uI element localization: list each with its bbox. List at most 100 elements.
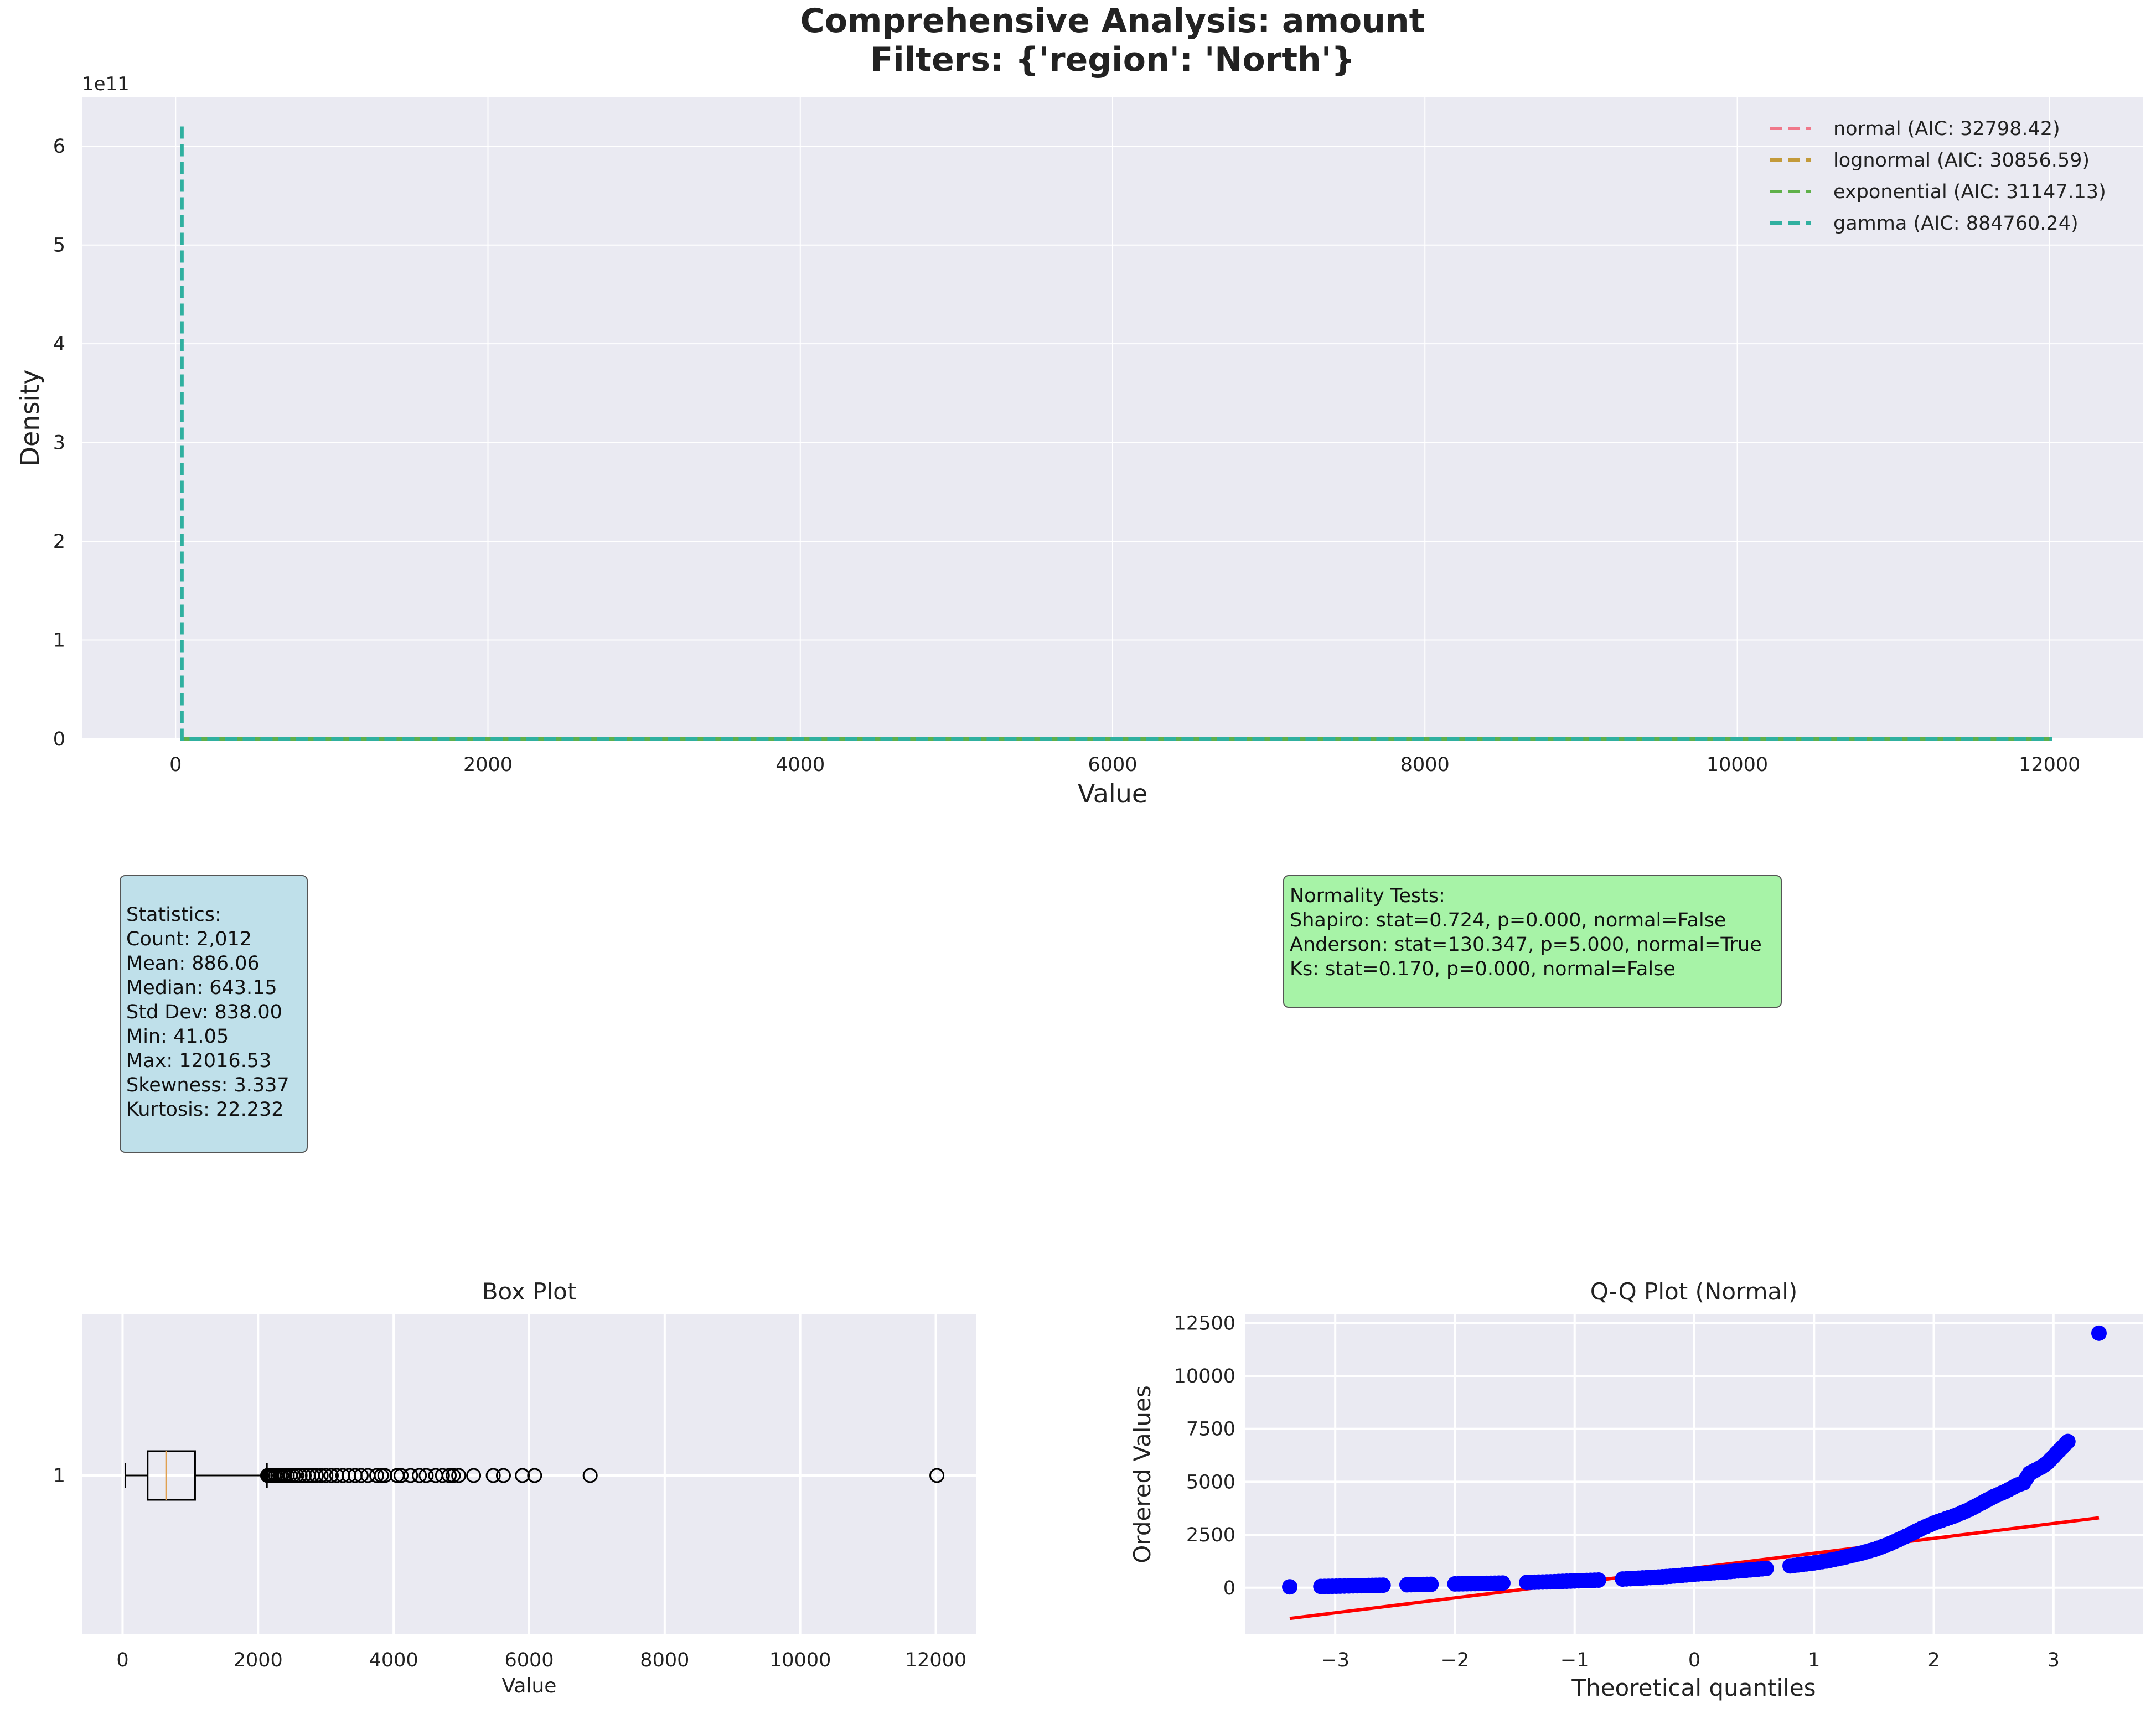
- qq-plot-points: [1282, 1325, 2107, 1595]
- box-iqr-rect: [147, 1450, 196, 1501]
- qq-plot-title: Q-Q Plot (Normal): [1590, 1278, 1798, 1305]
- box-outlier-point: [318, 1468, 334, 1483]
- box-outlier-point: [527, 1468, 542, 1483]
- box-outlier-point: [485, 1468, 501, 1483]
- box-outlier-point: [394, 1468, 409, 1483]
- box-outlier-point: [369, 1468, 385, 1483]
- box-outlier-point: [309, 1468, 324, 1483]
- distribution-x-tick-label: 2000: [463, 754, 513, 776]
- distribution-fit-lines: [180, 126, 2052, 741]
- figure-title: Comprehensive Analysis: amount Filters: {…: [800, 2, 1425, 79]
- qq-plot-panel: Q-Q Plot (Normal) −3 −2 −1 0 1 2 3 0 2500 5000 750…: [1129, 1278, 2143, 1701]
- distribution-x-tick-label: 4000: [775, 754, 825, 776]
- qq-plot-tick-labels: −3 −2 −1 0 1 2 3 0 2500 5000 7500 10000 12500: [1174, 1312, 2060, 1671]
- legend-entry-label: lognormal (AIC: 30856.59): [1833, 149, 2090, 172]
- box-outlier-point: [582, 1468, 598, 1483]
- distribution-offset-text: 1e11: [82, 73, 130, 95]
- qq-x-tick-label: 1: [1808, 1649, 1820, 1671]
- qq-y-tick-label: 5000: [1186, 1471, 1235, 1493]
- box-x-tick-label: 10000: [769, 1649, 831, 1671]
- box-outlier-point: [297, 1468, 312, 1483]
- qq-y-tick-label: 10000: [1174, 1365, 1235, 1387]
- box-outlier-point: [929, 1468, 945, 1483]
- distribution-legend: normal (AIC: 32798.42) lognormal (AIC: 30…: [1770, 118, 2106, 235]
- distribution-y-tick-label: 3: [53, 432, 65, 454]
- box-outlier-point: [329, 1468, 344, 1483]
- qq-x-tick-label: −1: [1560, 1649, 1589, 1671]
- box-outlier-point: [335, 1468, 350, 1483]
- box-outlier-point: [435, 1468, 450, 1483]
- figure-title-line: Comprehensive Analysis: amount: [800, 2, 1425, 40]
- box-x-tick-label: 0: [116, 1649, 128, 1671]
- normality-tests-box: Normality Tests: Shapiro: stat=0.724, p=…: [1283, 875, 1782, 1008]
- legend-entry-label: exponential (AIC: 31147.13): [1833, 181, 2106, 203]
- box-plot-x-axis-label: Value: [502, 1675, 557, 1697]
- box-outlier-point: [515, 1468, 530, 1483]
- distribution-x-axis-label: Value: [1078, 779, 1147, 809]
- box-outlier-point: [418, 1468, 434, 1483]
- qq-point: [1375, 1577, 1391, 1593]
- distribution-y-axis-label: Density: [15, 370, 45, 467]
- box-outlier-point: [403, 1468, 418, 1483]
- box-outlier-point: [466, 1468, 482, 1483]
- qq-point: [1423, 1576, 1439, 1592]
- statistics-box: Statistics: Count: 2,012 Mean: 886.06 Me…: [120, 875, 308, 1153]
- box-outlier-point: [451, 1468, 467, 1483]
- qq-plot-x-axis-label: Theoretical quantiles: [1571, 1674, 1816, 1701]
- distribution-series-line: [180, 126, 2052, 741]
- distribution-y-tick-label: 1: [53, 630, 65, 652]
- box-x-tick-label: 12000: [905, 1649, 966, 1671]
- box-x-tick-label: 8000: [640, 1649, 689, 1671]
- qq-point: [1758, 1560, 1774, 1576]
- distribution-x-tick-label: 12000: [2019, 754, 2080, 776]
- qq-x-tick-label: 3: [2048, 1649, 2060, 1671]
- box-plot-panel: Box Plot 0 2000 4000 6000 8000 10000 12000 1 Va…: [53, 1278, 976, 1697]
- qq-point: [2060, 1433, 2076, 1449]
- distribution-y-tick-label: 5: [53, 235, 65, 257]
- legend-entry-label: normal (AIC: 32798.42): [1833, 118, 2060, 140]
- box-x-tick-label: 2000: [234, 1649, 283, 1671]
- box-outlier-point: [353, 1468, 369, 1483]
- box-outlier-point: [412, 1468, 427, 1483]
- qq-plot-y-axis-label: Ordered Values: [1129, 1385, 1156, 1563]
- qq-plot-gridlines: [1245, 1314, 2143, 1634]
- box-plot-tick-labels: 0 2000 4000 6000 8000 10000 12000 1: [53, 1465, 966, 1671]
- qq-x-tick-label: −3: [1321, 1649, 1350, 1671]
- distribution-y-tick-label: 0: [53, 728, 65, 750]
- qq-x-tick-label: −2: [1441, 1649, 1470, 1671]
- distribution-tick-labels: 0 2000 4000 6000 8000 10000 12000 0 1 2 3 4 5 6: [53, 136, 2081, 776]
- box-outlier-point: [446, 1468, 461, 1483]
- distribution-y-tick-label: 2: [53, 531, 65, 553]
- qq-y-tick-label: 7500: [1186, 1418, 1235, 1441]
- box-x-tick-label: 6000: [504, 1649, 554, 1671]
- box-outlier-point: [442, 1468, 457, 1483]
- qq-y-tick-label: 2500: [1186, 1524, 1235, 1546]
- qq-x-tick-label: 2: [1927, 1649, 1940, 1671]
- box-outlier-point: [324, 1468, 339, 1483]
- box-outlier-point: [341, 1468, 356, 1483]
- distribution-y-tick-label: 6: [53, 136, 65, 158]
- distribution-x-tick-label: 0: [169, 754, 182, 776]
- qq-point: [1495, 1575, 1511, 1591]
- box-plot-title: Box Plot: [482, 1278, 577, 1305]
- qq-point: [1590, 1572, 1606, 1588]
- box-outlier-point: [495, 1468, 511, 1483]
- distribution-x-tick-label: 8000: [1400, 754, 1450, 776]
- box-x-tick-label: 4000: [369, 1649, 418, 1671]
- qq-x-tick-label: 0: [1688, 1649, 1700, 1671]
- qq-y-tick-label: 12500: [1174, 1312, 1235, 1334]
- box-outlier-point: [313, 1468, 329, 1483]
- box-category-tick-label: 1: [53, 1465, 65, 1487]
- distribution-y-tick-label: 4: [53, 333, 65, 355]
- qq-y-tick-label: 0: [1223, 1577, 1235, 1599]
- distribution-x-tick-label: 6000: [1088, 754, 1137, 776]
- distribution-x-tick-label: 10000: [1707, 754, 1768, 776]
- qq-point: [2091, 1325, 2107, 1341]
- qq-point: [1282, 1579, 1298, 1595]
- box-plot-marks: [124, 1450, 945, 1501]
- box-outlier-point: [292, 1468, 308, 1483]
- box-outlier-point: [377, 1468, 392, 1483]
- figure-title-line: Filters: {'region': 'North'}: [870, 40, 1355, 79]
